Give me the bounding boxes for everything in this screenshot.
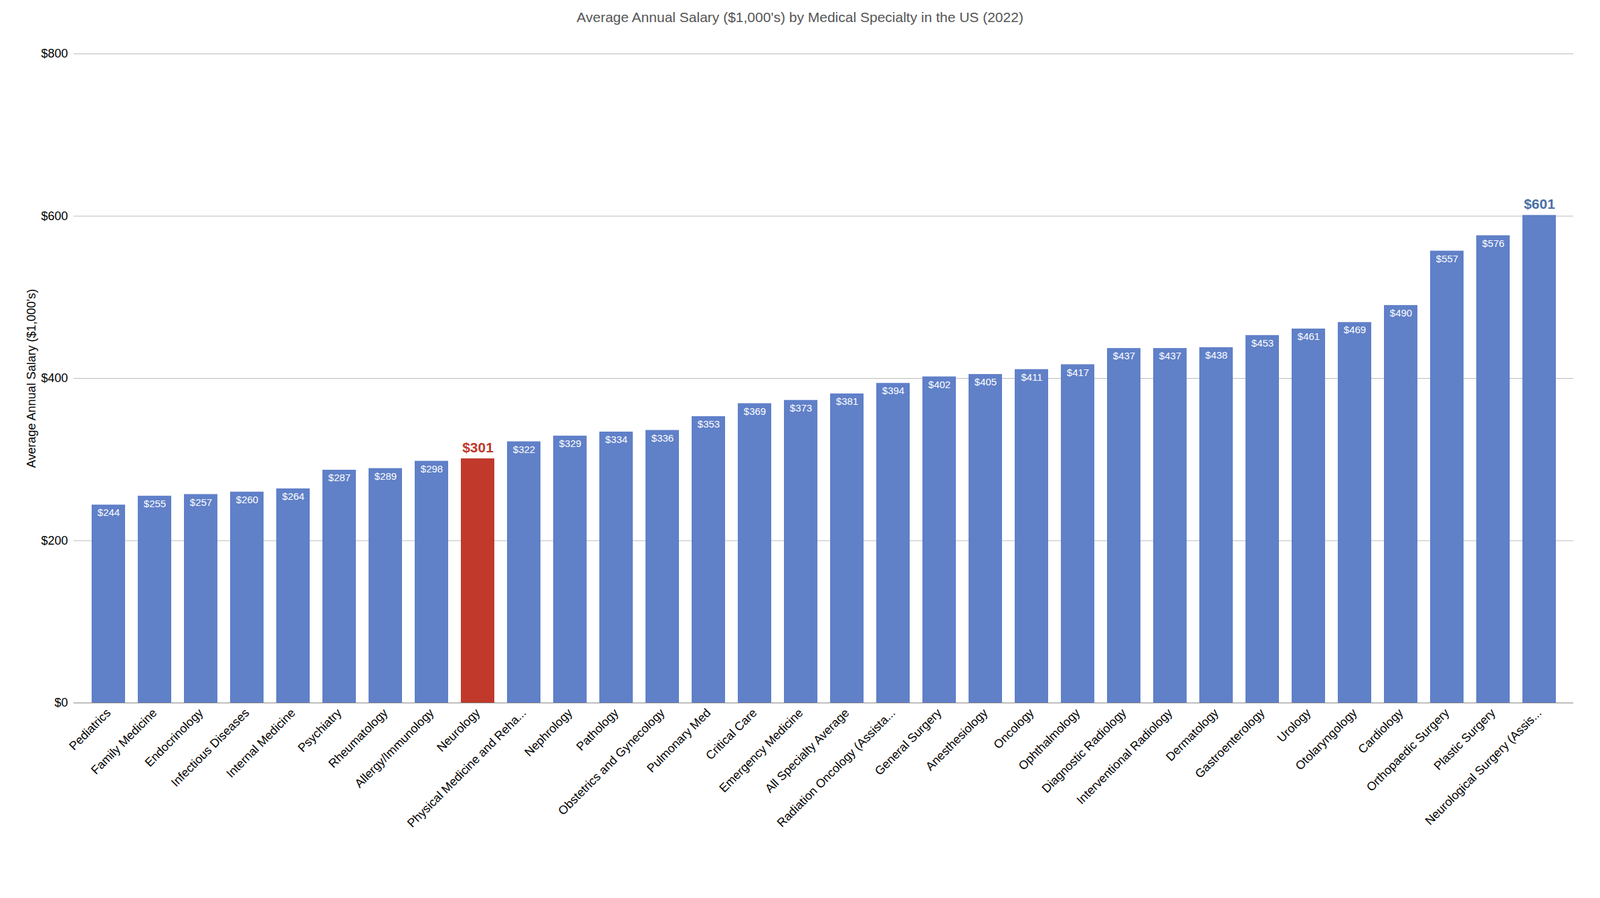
svg-text:$260: $260: [236, 493, 259, 506]
svg-text:Nephrology: Nephrology: [521, 705, 575, 759]
svg-text:Urology: Urology: [1274, 705, 1314, 745]
svg-text:Critical Care: Critical Care: [703, 705, 760, 763]
svg-text:$453: $453: [1251, 337, 1274, 349]
svg-text:Gastroenterology: Gastroenterology: [1192, 705, 1268, 781]
svg-text:$381: $381: [836, 395, 859, 407]
svg-text:Anesthesiology: Anesthesiology: [923, 705, 990, 773]
svg-text:$437: $437: [1113, 349, 1136, 362]
svg-text:$289: $289: [374, 470, 397, 482]
svg-text:$298: $298: [420, 462, 443, 475]
svg-text:$353: $353: [697, 418, 720, 430]
svg-text:Cardiology: Cardiology: [1355, 705, 1406, 756]
svg-text:$329: $329: [559, 437, 582, 449]
svg-text:$301: $301: [462, 439, 494, 455]
svg-text:$322: $322: [513, 443, 536, 455]
svg-text:Orthopaedic Surgery: Orthopaedic Surgery: [1363, 705, 1453, 794]
svg-text:$244: $244: [97, 506, 120, 518]
svg-text:Oncology: Oncology: [990, 705, 1037, 752]
svg-text:$257: $257: [189, 496, 213, 508]
svg-text:$373: $373: [789, 402, 813, 414]
svg-text:$601: $601: [1523, 195, 1556, 212]
svg-text:Allergy/Immunology: Allergy/Immunology: [351, 705, 437, 790]
svg-text:$600: $600: [40, 209, 68, 223]
svg-text:$411: $411: [1020, 371, 1043, 383]
svg-text:Radiation Oncology (Assista...: Radiation Oncology (Assista...: [774, 705, 898, 830]
svg-text:$287: $287: [328, 471, 351, 483]
svg-text:$576: $576: [1482, 237, 1505, 249]
svg-text:Endocrinology: Endocrinology: [142, 705, 206, 770]
svg-text:General Surgery: General Surgery: [872, 705, 945, 778]
svg-text:Dermatology: Dermatology: [1163, 705, 1222, 764]
svg-text:Neurological Surgery (Assis...: Neurological Surgery (Assis...: [1422, 705, 1545, 828]
svg-text:$255: $255: [143, 497, 166, 510]
svg-text:Pediatrics: Pediatrics: [66, 705, 114, 753]
svg-text:Infectious Diseases: Infectious Diseases: [168, 705, 253, 790]
svg-text:$200: $200: [40, 533, 68, 548]
svg-text:$369: $369: [743, 405, 766, 417]
svg-text:Interventional Radiology: Interventional Radiology: [1074, 705, 1176, 807]
svg-text:Otolaryngology: Otolaryngology: [1292, 705, 1360, 773]
svg-text:$336: $336: [651, 432, 674, 444]
svg-text:Neurology: Neurology: [434, 705, 483, 754]
svg-text:Rheumatology: Rheumatology: [325, 705, 391, 771]
svg-text:$438: $438: [1205, 349, 1228, 361]
html-text:Average Annual Salary ($1,000': Average Annual Salary ($1,000's) by Medi…: [576, 9, 1024, 25]
svg-text:Average Annual Salary ($1,000': Average Annual Salary ($1,000's): [24, 288, 39, 468]
svg-text:$800: $800: [40, 46, 68, 61]
svg-text:Obstetrics and Gynecology: Obstetrics and Gynecology: [555, 705, 668, 818]
svg-text:Physical Medicine and Reha...: Physical Medicine and Reha...: [404, 705, 529, 830]
svg-text:$402: $402: [928, 378, 951, 390]
svg-text:$417: $417: [1066, 366, 1089, 378]
svg-text:$0: $0: [54, 695, 68, 710]
svg-text:Internal Medicine: Internal Medicine: [223, 705, 298, 780]
svg-text:Ophthalmology: Ophthalmology: [1015, 705, 1083, 773]
svg-text:$405: $405: [974, 375, 997, 388]
svg-text:Plastic Surgery: Plastic Surgery: [1431, 705, 1498, 773]
svg-text:Family Medicine: Family Medicine: [88, 705, 160, 777]
svg-text:Diagnostic Radiology: Diagnostic Radiology: [1039, 705, 1130, 796]
svg-text:$461: $461: [1297, 330, 1320, 342]
svg-text:Pathology: Pathology: [573, 705, 622, 754]
svg-text:$469: $469: [1343, 323, 1366, 336]
svg-text:Emergency Medicine: Emergency Medicine: [716, 705, 806, 795]
svg-text:$264: $264: [282, 490, 305, 502]
svg-text:$557: $557: [1436, 252, 1459, 265]
svg-text:All Specialty Average: All Specialty Average: [762, 705, 852, 795]
svg-text:$394: $394: [882, 384, 905, 396]
svg-text:Psychiatry: Psychiatry: [295, 705, 345, 755]
svg-text:$437: $437: [1159, 349, 1182, 362]
svg-text:$400: $400: [40, 371, 68, 385]
svg-text:$490: $490: [1389, 307, 1413, 319]
svg-text:$334: $334: [605, 433, 628, 445]
svg-text:Pulmonary Med: Pulmonary Med: [644, 705, 714, 775]
